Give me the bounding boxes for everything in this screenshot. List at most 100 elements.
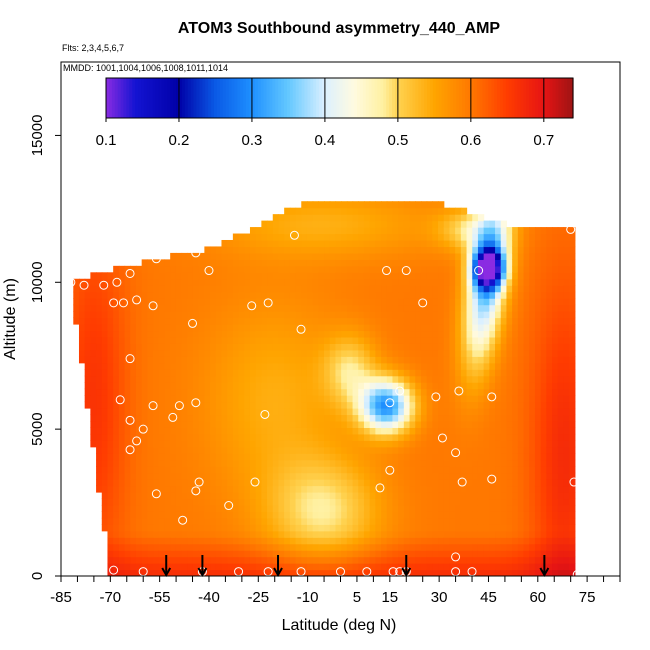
heatmap-cell (329, 440, 337, 448)
heatmap-cell (472, 291, 479, 299)
heatmap-cell (329, 239, 337, 248)
heatmap-cell (363, 233, 371, 241)
heatmap-cell (118, 272, 126, 280)
heatmap-cell (398, 388, 405, 396)
heatmap-cell (187, 492, 194, 500)
heatmap-cell (181, 556, 188, 564)
heatmap-cell (506, 569, 513, 576)
heatmap-cell (506, 285, 513, 293)
heatmap-cell (198, 433, 205, 441)
heatmap-cell (249, 517, 257, 525)
heatmap-cell (170, 375, 177, 383)
heatmap-cell (175, 408, 183, 416)
heatmap-cell (318, 233, 325, 241)
heatmap-cell (232, 485, 240, 493)
heatmap-cell (210, 291, 217, 299)
heatmap-cell (90, 408, 97, 416)
heatmap-cell (466, 498, 473, 506)
heatmap-cell (426, 311, 433, 319)
flight-arrow (539, 555, 550, 578)
colorbar-segment (123, 78, 128, 118)
heatmap-cell (335, 227, 342, 235)
heatmap-cell (409, 369, 416, 377)
heatmap-cell (512, 298, 519, 306)
heatmap-cell (306, 291, 314, 299)
heatmap-cell (477, 356, 485, 364)
heatmap-cell (329, 511, 337, 519)
heatmap-cell (147, 504, 154, 512)
heatmap-cell (192, 433, 200, 441)
heatmap-cell (546, 414, 553, 422)
heatmap-cell (147, 291, 154, 299)
heatmap-cell (324, 414, 331, 422)
heatmap-cell (90, 272, 97, 280)
heatmap-cell (369, 498, 376, 506)
heatmap-cell (204, 349, 211, 357)
heatmap-cell (192, 272, 200, 280)
heatmap-cell (477, 259, 485, 267)
heatmap-cell (477, 395, 485, 403)
heatmap-cell (96, 388, 103, 396)
heatmap-cell (500, 369, 508, 377)
colorbar-segment (135, 78, 139, 118)
heatmap-cell (96, 427, 103, 435)
heatmap-cell (272, 311, 280, 319)
heatmap-cell (517, 517, 525, 525)
heatmap-cell (557, 388, 565, 396)
heatmap-cell (164, 323, 171, 332)
heatmap-cell (107, 323, 114, 332)
heatmap-cell (512, 569, 519, 576)
heatmap-cell (318, 246, 325, 254)
heatmap-cell (363, 408, 371, 416)
heatmap-cell (272, 504, 280, 512)
heatmap-cell (403, 239, 411, 248)
heatmap-cell (312, 304, 319, 312)
heatmap-cell (255, 291, 262, 299)
heatmap-cell (267, 556, 274, 564)
heatmap-cell (477, 375, 485, 383)
heatmap-cell (329, 343, 337, 351)
heatmap-cell (335, 479, 342, 487)
heatmap-cell (381, 323, 388, 332)
heatmap-cell (449, 239, 456, 248)
heatmap-cell (512, 556, 519, 564)
heatmap-cell (130, 492, 137, 500)
heatmap-cell (153, 504, 160, 512)
heatmap-cell (312, 556, 319, 564)
heatmap-cell (381, 369, 388, 377)
heatmap-cell (540, 433, 547, 441)
heatmap-cell (249, 382, 257, 390)
heatmap-cell (460, 252, 468, 260)
heatmap-cell (546, 278, 553, 286)
heatmap-cell (198, 530, 205, 538)
heatmap-cell (352, 304, 359, 312)
heatmap-cell (249, 401, 257, 409)
heatmap-cell (335, 285, 342, 293)
heatmap-cell (232, 543, 240, 551)
heatmap-cell (489, 382, 496, 390)
heatmap-cell (124, 272, 131, 280)
heatmap-cell (289, 336, 297, 344)
heatmap-cell (477, 265, 485, 273)
heatmap-cell (517, 317, 525, 325)
heatmap-cell (107, 420, 114, 428)
heatmap-cell (187, 453, 194, 461)
heatmap-cell (358, 298, 365, 306)
heatmap-cell (141, 311, 148, 319)
heatmap-cell (495, 459, 502, 467)
heatmap-cell (238, 395, 245, 403)
heatmap-cell (278, 498, 285, 506)
heatmap-cell (386, 459, 394, 467)
heatmap-cell (381, 388, 388, 396)
heatmap-cell (409, 291, 416, 299)
heatmap-cell (312, 511, 319, 519)
heatmap-cell (563, 291, 570, 299)
heatmap-cell (227, 511, 234, 519)
heatmap-cell (352, 466, 359, 474)
heatmap-cell (267, 259, 274, 267)
heatmap-cell (238, 278, 245, 286)
heatmap-cell (489, 420, 496, 428)
heatmap-cell (438, 259, 445, 267)
heatmap-cell (289, 375, 297, 383)
heatmap-cell (415, 543, 422, 551)
